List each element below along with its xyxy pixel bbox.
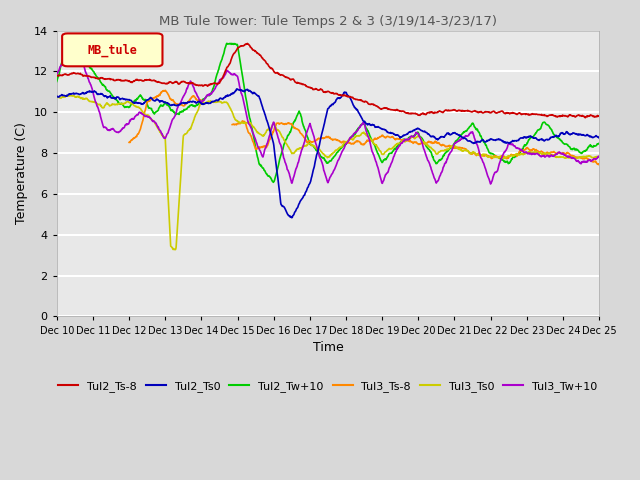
Tul3_Ts-8 xyxy=(362,140,369,146)
Tul2_Ts0 xyxy=(305,183,312,189)
Tul2_Tw+10 xyxy=(595,141,603,146)
Tul3_Tw+10 xyxy=(117,127,125,133)
Tul3_Tw+10 xyxy=(305,126,312,132)
Tul3_Tw+10 xyxy=(284,167,291,172)
Tul2_Tw+10 xyxy=(269,180,277,185)
Text: MB_tule: MB_tule xyxy=(88,43,138,57)
Tul2_Tw+10 xyxy=(64,38,72,44)
Tul2_Tw+10 xyxy=(305,137,312,143)
FancyBboxPatch shape xyxy=(62,34,163,66)
Tul2_Tw+10 xyxy=(295,109,303,115)
Tul3_Ts-8 xyxy=(304,140,312,145)
Tul2_Tw+10 xyxy=(117,100,125,106)
Tul3_Ts0 xyxy=(95,102,103,108)
Legend: Tul2_Ts-8, Tul2_Ts0, Tul2_Tw+10, Tul3_Ts-8, Tul3_Ts0, Tul3_Tw+10: Tul2_Ts-8, Tul2_Ts0, Tul2_Tw+10, Tul3_Ts… xyxy=(54,377,602,396)
Tul2_Ts0 xyxy=(95,91,102,97)
Tul2_Ts-8 xyxy=(117,78,125,84)
Tul2_Ts-8 xyxy=(294,80,302,86)
Tul3_Tw+10 xyxy=(294,159,302,165)
Line: Tul3_Ts0: Tul3_Ts0 xyxy=(57,96,599,250)
Tul2_Tw+10 xyxy=(362,125,370,131)
Tul3_Ts0 xyxy=(117,101,125,107)
Tul2_Tw+10 xyxy=(284,133,291,139)
Tul3_Ts-8 xyxy=(294,127,302,132)
Line: Tul3_Ts-8: Tul3_Ts-8 xyxy=(129,90,599,165)
Tul3_Ts0 xyxy=(295,146,303,152)
Tul2_Ts-8 xyxy=(284,75,291,81)
Tul3_Ts-8 xyxy=(595,161,603,167)
Tul2_Ts0 xyxy=(233,86,241,92)
Tul3_Ts0 xyxy=(172,247,179,252)
Tul2_Ts0 xyxy=(284,211,291,216)
Tul2_Ts-8 xyxy=(362,98,369,104)
Tul3_Tw+10 xyxy=(362,127,369,132)
Tul2_Ts-8 xyxy=(595,113,603,119)
Tul2_Ts0 xyxy=(595,135,603,141)
Tul2_Ts-8 xyxy=(582,115,589,120)
Line: Tul2_Tw+10: Tul2_Tw+10 xyxy=(57,41,599,182)
Tul2_Ts-8 xyxy=(53,73,61,79)
Tul3_Ts0 xyxy=(362,132,370,138)
Tul3_Ts0 xyxy=(595,154,603,159)
Tul2_Ts0 xyxy=(295,202,303,207)
Tul2_Ts0 xyxy=(53,93,61,99)
Tul2_Tw+10 xyxy=(95,76,103,82)
Tul2_Ts-8 xyxy=(305,84,312,90)
Line: Tul2_Ts0: Tul2_Ts0 xyxy=(57,89,599,217)
Tul2_Ts0 xyxy=(362,121,370,127)
Tul2_Tw+10 xyxy=(53,79,61,84)
Tul2_Ts0 xyxy=(117,96,125,102)
Tul3_Ts0 xyxy=(53,95,61,100)
Tul2_Ts-8 xyxy=(244,40,252,46)
Tul3_Tw+10 xyxy=(53,71,61,76)
Tul3_Tw+10 xyxy=(595,153,603,159)
Tul3_Tw+10 xyxy=(486,181,494,187)
Tul2_Ts-8 xyxy=(95,75,102,81)
X-axis label: Time: Time xyxy=(312,341,343,354)
Title: MB Tule Tower: Tule Temps 2 & 3 (3/19/14-3/23/17): MB Tule Tower: Tule Temps 2 & 3 (3/19/14… xyxy=(159,15,497,28)
Line: Tul2_Ts-8: Tul2_Ts-8 xyxy=(57,43,599,118)
Tul3_Tw+10 xyxy=(95,108,103,114)
Line: Tul3_Tw+10: Tul3_Tw+10 xyxy=(57,56,599,184)
Tul3_Ts0 xyxy=(305,141,312,146)
Tul3_Ts-8 xyxy=(283,121,291,127)
Y-axis label: Temperature (C): Temperature (C) xyxy=(15,122,28,225)
Tul3_Ts0 xyxy=(284,143,291,149)
Tul3_Tw+10 xyxy=(64,53,72,59)
Tul2_Ts0 xyxy=(288,215,296,220)
Tul3_Ts0 xyxy=(66,93,74,98)
